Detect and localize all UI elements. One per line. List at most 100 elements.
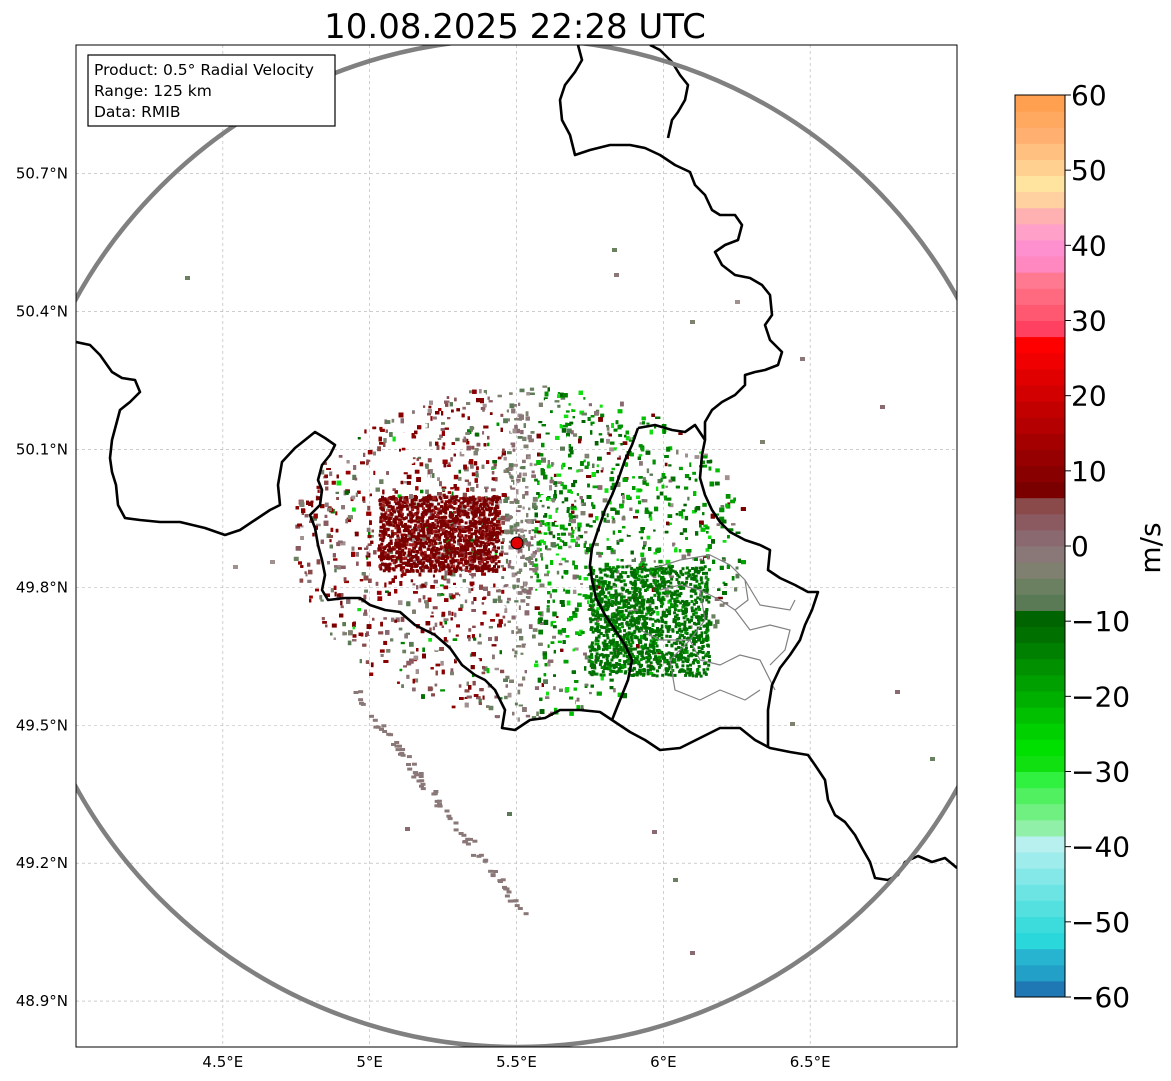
colorbar-swatch — [1015, 159, 1065, 177]
colorbar-tick-label: 20 — [1071, 380, 1107, 413]
colorbar-swatch — [1015, 771, 1065, 789]
info-box-frame — [87, 54, 336, 127]
colorbar-swatch — [1015, 127, 1065, 144]
colorbar-swatch — [1015, 546, 1065, 563]
border-france-luxembourg-lorraine — [588, 427, 640, 721]
colorbar-swatch — [1015, 529, 1065, 547]
admin-border-line — [689, 589, 776, 691]
admin-border-line — [654, 554, 749, 611]
colorbar-swatch — [1015, 980, 1065, 998]
colorbar-swatch — [1015, 916, 1065, 934]
colorbar-swatch — [1015, 111, 1065, 128]
colorbar-tick-label: 60 — [1071, 79, 1107, 112]
colorbar-tick-label: −50 — [1071, 906, 1130, 939]
y-tick-label: 49.2°N — [16, 854, 68, 872]
colorbar-swatch — [1015, 368, 1065, 386]
admin-border-line — [734, 609, 791, 666]
colorbar-swatch — [1015, 207, 1065, 225]
admin-border-line — [639, 629, 690, 641]
colorbar-tick-label: −60 — [1071, 981, 1130, 1014]
colorbar-swatch — [1015, 755, 1065, 772]
colorbar-tick-label: −20 — [1071, 680, 1130, 713]
colorbar-tick-label: −10 — [1071, 605, 1130, 638]
admin-borders — [639, 554, 796, 701]
y-tick-label: 49.8°N — [16, 578, 68, 596]
info-product: Product: 0.5° Radial Velocity — [94, 61, 314, 79]
colorbar-swatch — [1015, 852, 1065, 869]
colorbar-swatch — [1015, 143, 1065, 160]
colorbar-swatch — [1015, 900, 1065, 917]
colorbar-swatch — [1015, 95, 1065, 112]
map-frame — [75, 44, 958, 1048]
info-data: Data: RMIB — [94, 103, 181, 121]
colorbar-swatch — [1015, 610, 1065, 628]
colorbar-swatch — [1015, 191, 1065, 209]
colorbar-tick-label: 40 — [1071, 229, 1107, 262]
y-tick-label: 50.7°N — [16, 165, 68, 183]
colorbar-swatch — [1015, 223, 1065, 241]
colorbar-swatch — [1015, 384, 1065, 402]
colorbar-swatch — [1015, 578, 1065, 595]
colorbar-tick-label: 30 — [1071, 305, 1107, 338]
colorbar-swatch — [1015, 642, 1065, 660]
colorbar-tick-label: 50 — [1071, 154, 1107, 187]
colorbar-tick-label: 10 — [1071, 455, 1107, 488]
x-tick-label: 6.5°E — [790, 1053, 831, 1071]
national-borders — [76, 45, 957, 882]
colorbar-swatch — [1015, 481, 1065, 499]
figure-title: 10.08.2025 22:28 UTC — [324, 7, 706, 47]
colorbar-swatch — [1015, 868, 1065, 885]
y-tick-label: 49.5°N — [16, 716, 68, 734]
x-axis-ticks: 4.5°E 5°E 5.5°E 6°E 6.5°E — [202, 1053, 830, 1071]
colorbar-swatch — [1015, 819, 1065, 837]
colorbar-swatch — [1015, 674, 1065, 692]
map-panel: 4.5°E 5°E 5.5°E 6°E 6.5°E 48.9°N 49.2°N 49.5°N… — [16, 44, 958, 1071]
colorbar-swatch — [1015, 304, 1065, 321]
colorbar-swatch — [1015, 932, 1065, 950]
border-germany-belgium-upper — [649, 45, 690, 139]
colorbar-swatch — [1015, 835, 1065, 853]
colorbar-ticks: 60 50 40 30 20 10 0 −10 −20 −30 −40 −50 −60 — [1065, 79, 1130, 1014]
colorbar-swatches — [1015, 95, 1065, 998]
colorbar-swatch — [1015, 256, 1065, 273]
colorbar-label: m/s — [1134, 522, 1167, 573]
colorbar-swatch — [1015, 594, 1065, 611]
colorbar-swatch — [1015, 320, 1065, 338]
colorbar-swatch — [1015, 401, 1065, 418]
colorbar-tick-label: −40 — [1071, 831, 1130, 864]
colorbar-swatch — [1015, 513, 1065, 531]
colorbar-swatch — [1015, 723, 1065, 740]
x-tick-label: 5.5°E — [496, 1053, 537, 1071]
border-germany-belgium-north — [558, 45, 784, 440]
colorbar-swatch — [1015, 787, 1065, 805]
info-range: Range: 125 km — [94, 82, 212, 100]
y-axis-ticks: 48.9°N 49.2°N 49.5°N 49.8°N 50.1°N 50.4°N 50.7… — [16, 165, 68, 1010]
colorbar-swatch — [1015, 433, 1065, 450]
y-tick-label: 48.9°N — [16, 992, 68, 1010]
colorbar-swatch — [1015, 288, 1065, 305]
colorbar: 60 50 40 30 20 10 0 −10 −20 −30 −40 −50 −60 m/s — [1014, 79, 1167, 1014]
x-tick-label: 4.5°E — [202, 1053, 243, 1071]
colorbar-swatch — [1015, 272, 1065, 289]
y-tick-label: 50.1°N — [16, 440, 68, 458]
colorbar-swatch — [1015, 884, 1065, 901]
colorbar-swatch — [1015, 352, 1065, 370]
velocity-echoes — [185, 248, 935, 955]
colorbar-swatch — [1015, 465, 1065, 483]
x-tick-label: 6°E — [650, 1053, 677, 1071]
x-tick-label: 5°E — [356, 1053, 383, 1071]
colorbar-swatch — [1015, 707, 1065, 724]
colorbar-swatch — [1015, 964, 1065, 982]
colorbar-swatch — [1015, 497, 1065, 515]
colorbar-swatch — [1015, 336, 1065, 354]
colorbar-swatch — [1015, 449, 1065, 466]
radar-site-marker — [510, 536, 524, 550]
colorbar-swatch — [1015, 739, 1065, 756]
colorbar-swatch — [1015, 948, 1065, 966]
y-tick-label: 50.4°N — [16, 303, 68, 321]
colorbar-swatch — [1015, 175, 1065, 193]
admin-border-line — [669, 639, 761, 701]
colorbar-swatch — [1015, 562, 1065, 579]
colorbar-swatch — [1015, 803, 1065, 821]
border-belgium-france-west — [76, 340, 957, 882]
